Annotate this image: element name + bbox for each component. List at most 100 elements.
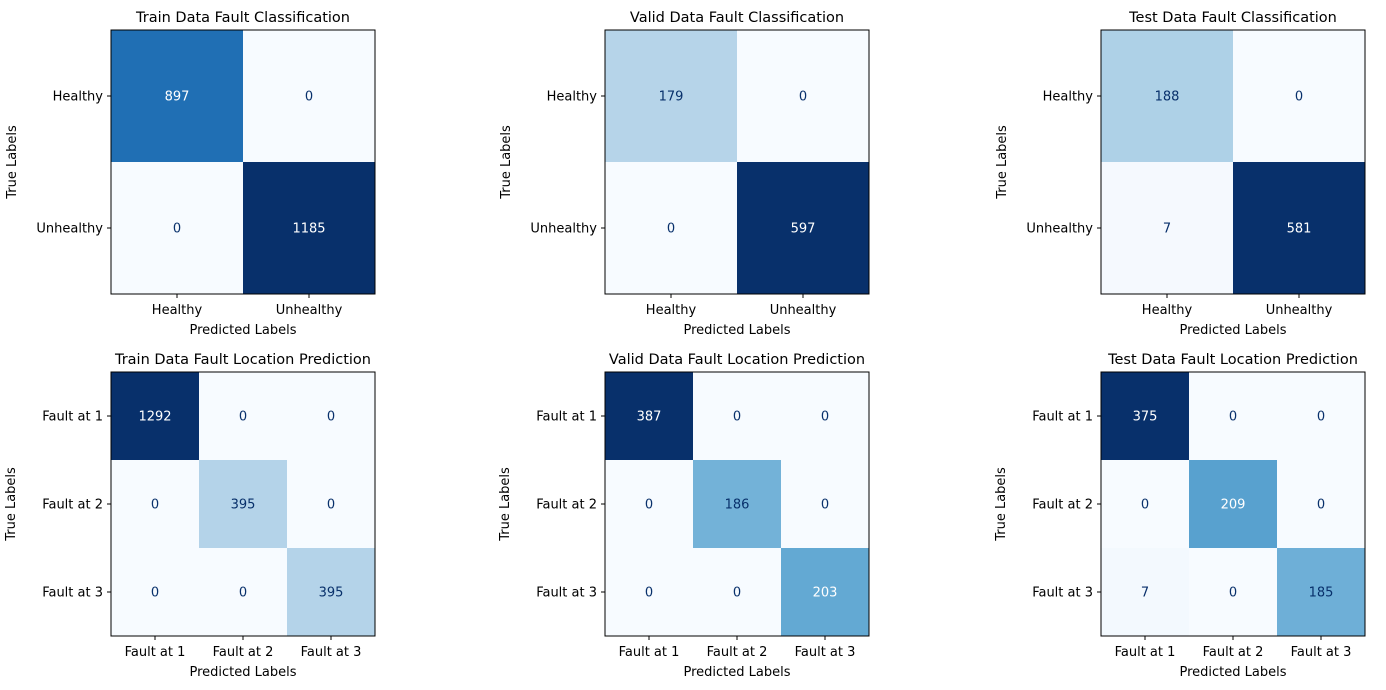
panel-title: Valid Data Fault Location Prediction xyxy=(609,352,865,368)
x-axis-label: Predicted Labels xyxy=(189,665,296,680)
matrix-cell xyxy=(287,548,376,637)
y-tick-label: Fault at 1 xyxy=(536,410,597,425)
cell-value: 0 xyxy=(667,222,675,237)
cell-value: 897 xyxy=(165,90,190,105)
cell-value: 581 xyxy=(1287,222,1312,237)
cell-value: 0 xyxy=(1229,410,1237,425)
y-tick-label: Fault at 1 xyxy=(42,410,103,425)
matrix-cell xyxy=(287,372,376,461)
matrix-frame xyxy=(110,29,376,295)
x-tick-label: Unhealthy xyxy=(1266,303,1333,318)
cell-value: 0 xyxy=(239,410,247,425)
cell-value: 0 xyxy=(1141,498,1149,513)
confusion-matrix-panel-4: Train Data Fault Location Prediction 1292… xyxy=(4,352,376,680)
matrix-cell xyxy=(605,548,694,637)
matrix-cell xyxy=(287,460,376,549)
cell-value: 0 xyxy=(327,410,335,425)
y-tick-label: Healthy xyxy=(547,90,598,105)
matrix-cell xyxy=(111,30,244,163)
confusion-matrix-panel-2: Valid Data Fault Classification 179 0 0 597 H… xyxy=(499,10,870,338)
matrix-cell xyxy=(781,548,870,637)
cell-value: 1292 xyxy=(138,410,171,425)
matrix-cell xyxy=(605,162,738,295)
x-tick-label: Fault at 3 xyxy=(301,645,362,660)
y-tick-label: Unhealthy xyxy=(530,222,597,237)
x-tick-label: Fault at 1 xyxy=(1115,645,1176,660)
matrix-cell xyxy=(693,548,782,637)
cell-value: 0 xyxy=(305,90,313,105)
matrix-cell xyxy=(1101,372,1190,461)
y-axis-label: True Labels xyxy=(499,125,514,200)
cell-value: 203 xyxy=(813,586,838,601)
cell-value: 0 xyxy=(821,410,829,425)
matrix-frame xyxy=(1100,29,1366,295)
cell-value: 0 xyxy=(151,586,159,601)
cell-value: 1185 xyxy=(292,222,325,237)
y-tick-label: Unhealthy xyxy=(36,222,103,237)
cell-value: 0 xyxy=(799,90,807,105)
y-tick-label: Healthy xyxy=(53,90,104,105)
cell-value: 0 xyxy=(1295,90,1303,105)
cell-value: 179 xyxy=(659,90,684,105)
matrix-cell xyxy=(1189,460,1278,549)
confusion-matrix-panel-1: Train Data Fault Classification 897 0 0 1185… xyxy=(5,10,376,338)
x-tick-label: Unhealthy xyxy=(770,303,837,318)
panel-title: Train Data Fault Location Prediction xyxy=(114,352,371,368)
y-tick-label: Unhealthy xyxy=(1026,222,1093,237)
cell-value: 186 xyxy=(725,498,750,513)
matrix-cell xyxy=(1101,162,1234,295)
cell-value: 209 xyxy=(1221,498,1246,513)
y-tick-label: Fault at 3 xyxy=(1032,586,1093,601)
y-tick-label: Fault at 2 xyxy=(536,498,597,513)
y-axis-label: True Labels xyxy=(498,467,513,542)
cell-value: 188 xyxy=(1155,90,1180,105)
y-axis-label: True Labels xyxy=(5,125,20,200)
cell-value: 7 xyxy=(1141,586,1149,601)
matrix-cell xyxy=(243,162,376,295)
matrix-cell xyxy=(243,30,376,163)
matrix-cell xyxy=(1277,460,1366,549)
cell-value: 0 xyxy=(645,498,653,513)
y-tick-label: Healthy xyxy=(1043,90,1094,105)
y-axis-label: True Labels xyxy=(994,467,1009,542)
panel-title: Train Data Fault Classification xyxy=(135,10,350,26)
confusion-matrix-panel-3: Test Data Fault Classification 188 0 7 581 He… xyxy=(995,10,1366,338)
matrix-cell xyxy=(693,372,782,461)
x-tick-label: Fault at 2 xyxy=(707,645,768,660)
matrix-cell xyxy=(111,372,200,461)
x-axis-label: Predicted Labels xyxy=(189,323,296,338)
cell-value: 0 xyxy=(1229,586,1237,601)
matrix-cell xyxy=(605,460,694,549)
matrix-cell xyxy=(1233,162,1366,295)
x-axis-label: Predicted Labels xyxy=(1179,323,1286,338)
cell-value: 395 xyxy=(231,498,256,513)
cell-value: 0 xyxy=(645,586,653,601)
matrix-cell xyxy=(111,460,200,549)
y-axis-label: True Labels xyxy=(995,125,1010,200)
panel-title: Valid Data Fault Classification xyxy=(630,10,844,26)
matrix-cell xyxy=(199,460,288,549)
matrix-cell xyxy=(199,372,288,461)
matrix-cell xyxy=(737,162,870,295)
y-tick-label: Fault at 2 xyxy=(42,498,103,513)
cell-value: 0 xyxy=(1317,410,1325,425)
matrix-cell xyxy=(1189,548,1278,637)
x-tick-label: Fault at 3 xyxy=(795,645,856,660)
y-tick-label: Fault at 2 xyxy=(1032,498,1093,513)
matrix-cell xyxy=(1101,548,1190,637)
matrix-cell xyxy=(1233,30,1366,163)
matrix-cell xyxy=(737,30,870,163)
y-tick-label: Fault at 3 xyxy=(42,586,103,601)
matrix-cell xyxy=(781,372,870,461)
cell-value: 0 xyxy=(733,586,741,601)
x-tick-label: Fault at 3 xyxy=(1291,645,1352,660)
matrix-cell xyxy=(1189,372,1278,461)
x-axis-label: Predicted Labels xyxy=(683,323,790,338)
x-axis-label: Predicted Labels xyxy=(1179,665,1286,680)
matrix-cell xyxy=(781,460,870,549)
cell-value: 7 xyxy=(1163,222,1171,237)
x-tick-label: Fault at 2 xyxy=(213,645,274,660)
x-tick-label: Fault at 2 xyxy=(1203,645,1264,660)
y-tick-label: Fault at 1 xyxy=(1032,410,1093,425)
